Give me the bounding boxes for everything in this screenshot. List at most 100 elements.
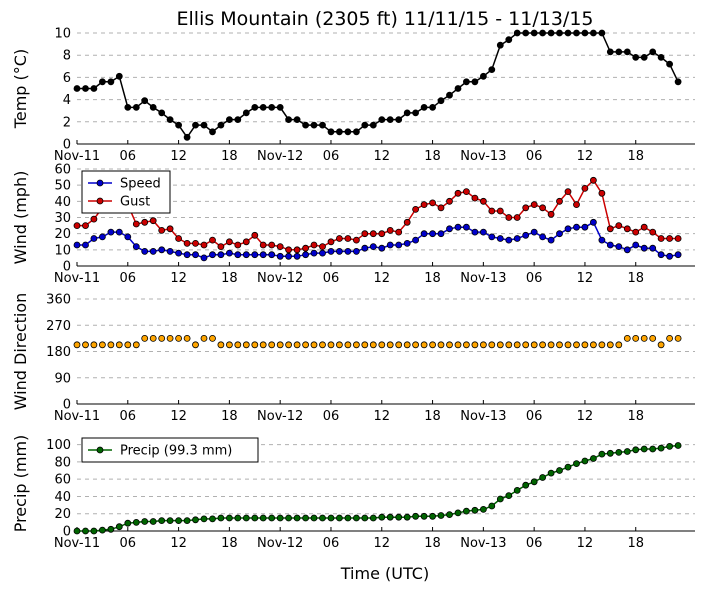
panel-1-series-1-point-65 bbox=[623, 48, 631, 56]
panel-4-precip-99-3-mm-point-58 bbox=[564, 463, 572, 471]
panel-1-series-1-point-23 bbox=[268, 104, 276, 111]
panel-4-precip-99-3-mm-point-31 bbox=[335, 514, 343, 522]
panel-2-gust-point-46 bbox=[462, 188, 470, 196]
panel-4-precip-99-3-mm-point-37 bbox=[386, 513, 394, 521]
panel-3-series-1 bbox=[73, 334, 682, 349]
panel-1-series-1-point-66 bbox=[632, 54, 640, 61]
panel-2-gust-point-24 bbox=[276, 243, 284, 251]
panel-4-y-axis-label: Precip (mm) bbox=[11, 435, 30, 533]
panel-2-gust-point-61 bbox=[590, 176, 597, 184]
panel-3-series-1-point-56 bbox=[547, 341, 555, 349]
panel-3-series-1-point-39 bbox=[403, 341, 411, 349]
panel-2-speed-point-51 bbox=[505, 236, 513, 244]
panel-3-series-1-point-15 bbox=[200, 334, 208, 342]
panel-1-series-1-point-8 bbox=[141, 97, 149, 105]
panel-2-x-tick-8: Nov-13 bbox=[460, 271, 506, 286]
panel-3-series-1-point-54 bbox=[530, 341, 538, 349]
panel-2-x-tick-2: 12 bbox=[170, 271, 187, 286]
panel-2-gust-point-25 bbox=[285, 246, 293, 254]
panel-4-precip-99-3-mm-point-54 bbox=[530, 478, 538, 486]
panel-2-gust-point-19 bbox=[234, 241, 242, 249]
panel-4-precip-99-3-mm-point-10 bbox=[158, 517, 166, 524]
panel-2-speed-point-45 bbox=[454, 223, 462, 231]
x-axis-label: Time (UTC) bbox=[340, 564, 429, 583]
panel-1: 0 2 4 6 8 10 Nov-11 06 12 18 Nov-12 06 12 18 Nov-13 06 1… bbox=[11, 27, 695, 164]
panel-2-gust-point-64 bbox=[615, 222, 623, 230]
panel-3-x-tick-8: Nov-13 bbox=[460, 409, 506, 424]
panel-2-x-tick-7: 18 bbox=[424, 271, 441, 286]
panel-4-precip-99-3-mm-point-49 bbox=[488, 502, 496, 510]
panel-4-x-tick-6: 12 bbox=[373, 536, 390, 551]
panel-3-x-tick-7: 18 bbox=[424, 409, 441, 424]
panel-2-gust-point-43 bbox=[437, 204, 445, 212]
panel-2-gust bbox=[73, 176, 682, 254]
panel-1-series-1-point-51 bbox=[505, 36, 513, 44]
panel-1-x-tick-4: Nov-12 bbox=[257, 149, 303, 164]
panel-3-series-1-point-37 bbox=[386, 341, 394, 349]
panel-2-gust-point-68 bbox=[649, 228, 657, 236]
panel-1-y-tick-8: 8 bbox=[63, 49, 71, 64]
panel-1-y-tick-6: 6 bbox=[63, 71, 71, 86]
panel-3-series-1-point-27 bbox=[302, 341, 310, 349]
panel-3-series-1-point-66 bbox=[632, 334, 640, 342]
panel-2-speed-point-55 bbox=[539, 233, 546, 241]
panel-1-series-1-point-64 bbox=[615, 48, 623, 56]
panel-2-gust-point-27 bbox=[302, 244, 310, 252]
panel-3-series-1-point-0 bbox=[73, 341, 81, 349]
panel-3-series-1-point-36 bbox=[378, 341, 386, 349]
panel-1-series-1-point-24 bbox=[276, 104, 284, 111]
panel-3-series-1-point-6 bbox=[124, 341, 132, 349]
panel-4-precip-99-3-mm-point-47 bbox=[471, 506, 479, 514]
panel-1-series-1-point-16 bbox=[209, 128, 216, 136]
panel-1-series-1-point-39 bbox=[403, 109, 411, 117]
panel-1-series-1-point-37 bbox=[386, 116, 394, 123]
panel-2-gust-point-7 bbox=[132, 220, 140, 228]
panel-4-precip-99-3-mm-point-19 bbox=[234, 514, 242, 522]
panel-1-series-1-point-17 bbox=[217, 121, 225, 129]
panel-4-precip-99-3-mm-point-40 bbox=[412, 512, 420, 520]
panel-4-precip-99-3-mm-point-45 bbox=[454, 509, 462, 517]
panel-2-speed-point-42 bbox=[429, 230, 437, 238]
panel-2-x-tick-9: 06 bbox=[526, 271, 543, 286]
panel-3-series-1-point-19 bbox=[234, 341, 242, 349]
panel-3-series-1-point-33 bbox=[352, 341, 360, 349]
panel-1-series-1-point-36 bbox=[378, 116, 386, 123]
panel-2-gust-point-70 bbox=[666, 235, 673, 242]
panel-1-x-tick-6: 12 bbox=[373, 149, 390, 164]
panel-4-x-tick-4: Nov-12 bbox=[257, 536, 303, 551]
panel-1-series-1-point-45 bbox=[454, 85, 462, 92]
panel-4-precip-99-3-mm-point-61 bbox=[590, 455, 597, 462]
panel-4-y-tick-100: 100 bbox=[46, 438, 71, 453]
panel-3-series-1-point-7 bbox=[132, 341, 140, 349]
panel-3-series-1-point-65 bbox=[623, 334, 631, 342]
panel-2-gust-point-17 bbox=[217, 243, 225, 251]
panel-4-precip-99-3-mm-point-8 bbox=[141, 518, 149, 525]
panel-1-series-1-point-67 bbox=[640, 54, 648, 61]
panel-2-gust-point-32 bbox=[344, 235, 352, 242]
panel-3-series-1-point-45 bbox=[454, 341, 462, 349]
panel-4-precip-99-3-mm-point-2 bbox=[90, 527, 98, 535]
panel-4-precip-99-3-mm-point-33 bbox=[352, 514, 360, 522]
panel-2-speed-point-64 bbox=[615, 243, 623, 251]
panel-3-series-1-point-29 bbox=[319, 341, 326, 349]
panel-1-series-1-point-62 bbox=[598, 29, 606, 37]
panel-2-speed-point-30 bbox=[327, 247, 335, 255]
panel-2-gust-point-65 bbox=[623, 225, 631, 233]
panel-3-series-1-point-5 bbox=[115, 341, 123, 349]
panel-2-speed-point-58 bbox=[564, 225, 572, 233]
panel-1-series-1-point-50 bbox=[496, 41, 504, 49]
panel-1-series-1-point-59 bbox=[573, 29, 580, 37]
panel-2-y-tick-0: 0 bbox=[63, 260, 71, 275]
panel-4-precip-99-3-mm-point-15 bbox=[200, 515, 208, 523]
panel-4-precip-99-3-mm-point-23 bbox=[268, 514, 276, 522]
panel-1-series-1-point-56 bbox=[547, 29, 555, 37]
panel-2-y-tick-50: 50 bbox=[54, 179, 71, 194]
panel-2-speed-point-10 bbox=[158, 246, 166, 254]
chart-title: Ellis Mountain (2305 ft) 11/11/15 - 11/1… bbox=[177, 8, 594, 30]
panel-2-speed-point-71 bbox=[674, 251, 682, 259]
panel-3-series-1-point-17 bbox=[217, 341, 225, 349]
panel-3-series-1-point-51 bbox=[505, 341, 513, 349]
panel-2-gust-point-36 bbox=[378, 230, 386, 238]
panel-2-speed-point-13 bbox=[183, 251, 191, 259]
